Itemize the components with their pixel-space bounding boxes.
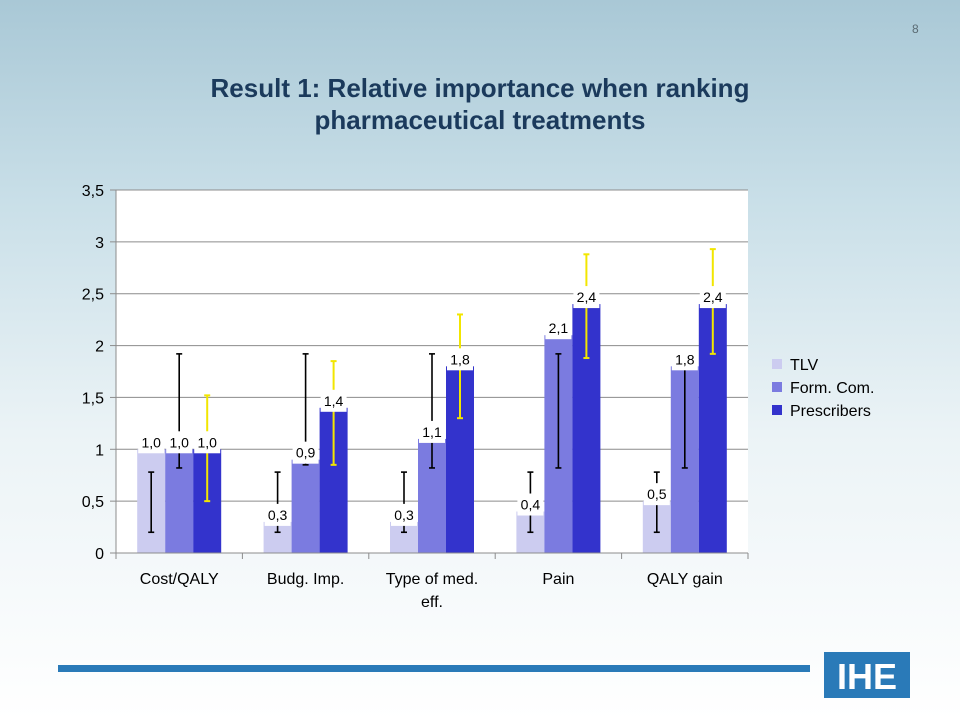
data-label-bg: [419, 420, 445, 443]
y-tick-label: 1,5: [82, 390, 104, 407]
data-label-bg: [447, 348, 473, 371]
data-label-bg: [194, 431, 221, 454]
data-label: 2,4: [703, 289, 723, 305]
x-tick-label: eff.: [421, 594, 443, 611]
data-label: 1,8: [675, 351, 695, 367]
x-tick-label: Type of med.: [386, 571, 479, 588]
legend-label: Form. Com.: [790, 380, 874, 397]
data-label: 1,4: [324, 393, 344, 409]
data-label-bg: [671, 348, 698, 371]
slide-title-line-1: Result 1: Relative importance when ranki…: [210, 73, 750, 103]
footer-bar: [58, 665, 810, 672]
y-tick-label: 3,5: [82, 183, 104, 200]
slide-title: Result 1: Relative importance when ranki…: [120, 72, 840, 136]
data-label: 1,0: [169, 434, 189, 450]
data-label-bg: [292, 441, 319, 464]
axes: 0 0,5 1 1,5 2 2,5 3 3,5 Cost/QALY Budg. Imp. Type …: [82, 183, 749, 611]
legend-label: TLV: [790, 357, 818, 374]
data-label-bg: [166, 431, 193, 454]
y-tick-label: 2: [95, 339, 104, 356]
x-tick-label: Budg. Imp.: [267, 571, 344, 588]
data-label-bg: [391, 503, 417, 526]
x-tick-label: Cost/QALY: [140, 571, 219, 588]
legend-swatch: [772, 382, 782, 392]
data-label-bg: [320, 389, 347, 412]
x-tick-label: QALY gain: [647, 571, 723, 588]
data-label: 2,1: [549, 320, 569, 336]
legend-swatch: [772, 359, 782, 369]
data-label-bg: [545, 317, 572, 340]
data-label: 2,4: [577, 289, 597, 305]
data-label-bg: [573, 286, 600, 309]
data-label: 0,3: [394, 507, 414, 523]
ihe-logo: IHE: [824, 652, 910, 698]
legend-label: Prescribers: [790, 403, 871, 420]
data-label-bg: [643, 483, 670, 506]
data-label-bg: [699, 286, 726, 309]
data-label: 1,8: [450, 351, 470, 367]
y-tick-label: 2,5: [82, 287, 104, 304]
data-label-bg: [517, 493, 544, 516]
data-label: 0,3: [268, 507, 288, 523]
data-label: 1,0: [141, 434, 161, 450]
bar-form-com: [291, 459, 320, 553]
data-label: 1,0: [197, 434, 217, 450]
legend: TLV Form. Com. Prescribers: [772, 357, 874, 420]
y-tick-label: 3: [95, 235, 104, 252]
data-label: 0,4: [521, 497, 541, 513]
ihe-logo-text: IHE: [837, 656, 897, 697]
x-tick-label: Pain: [542, 571, 574, 588]
data-label-bg: [138, 431, 165, 454]
y-tick-label: 0,5: [82, 494, 104, 511]
page-number: 8: [912, 22, 919, 36]
y-tick-label: 1: [95, 442, 104, 459]
y-tick-label: 0: [95, 546, 104, 563]
legend-swatch: [772, 405, 782, 415]
data-label-bg: [264, 503, 291, 526]
data-label: 0,9: [296, 445, 316, 461]
data-label: 0,5: [647, 486, 667, 502]
data-label: 1,1: [422, 424, 442, 440]
data-labels: 1,0 1,0 1,0 0,3 0,9 1,4 0,3 1,1 1,8 0,4 2,1 2,4 0,5 1…: [138, 286, 726, 526]
slide-title-line-2: pharmaceutical treatments: [314, 105, 646, 135]
